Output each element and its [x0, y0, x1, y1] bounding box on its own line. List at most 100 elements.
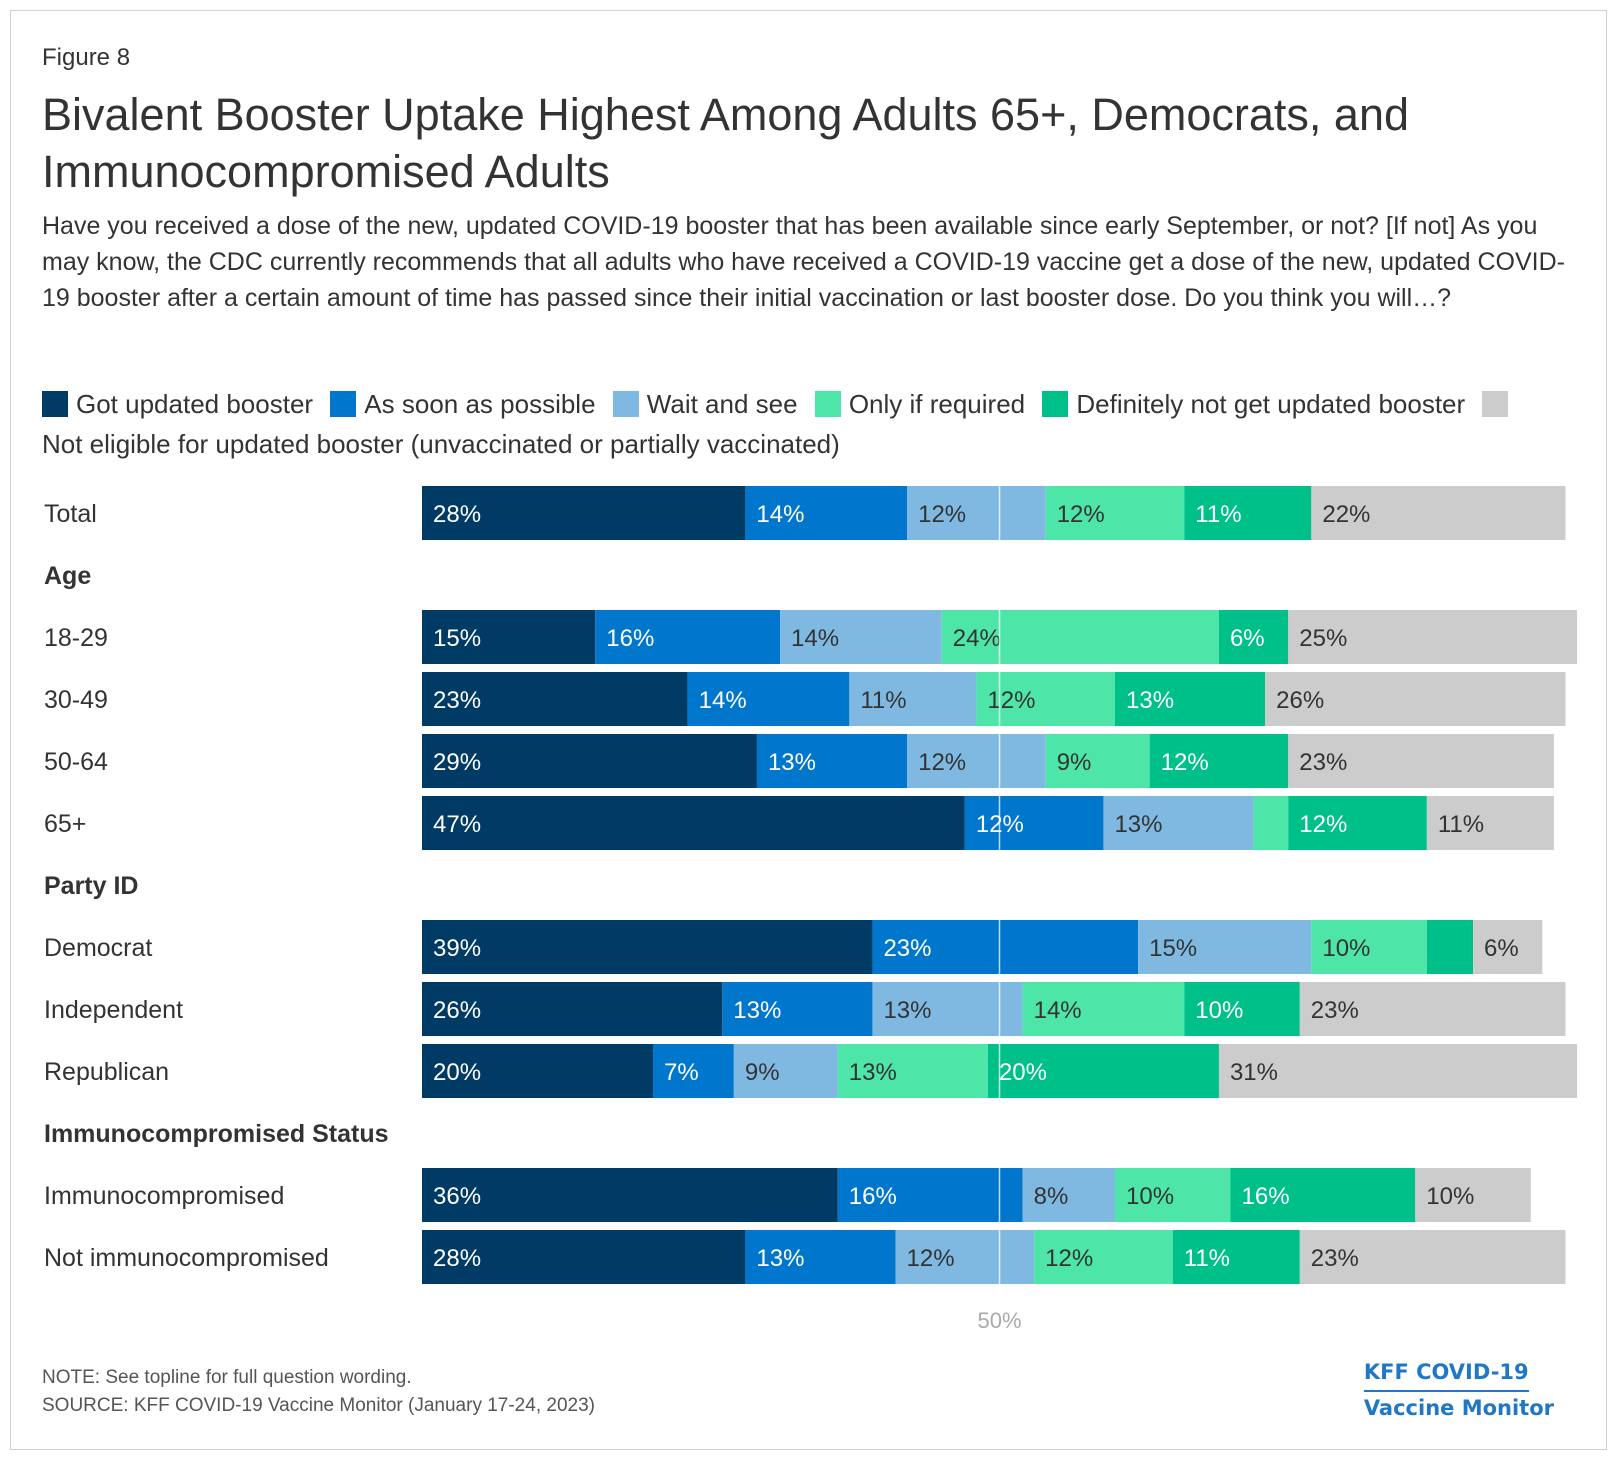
group-header: Party ID — [44, 872, 138, 900]
bar-segment — [1426, 796, 1554, 850]
bar-segment — [780, 610, 942, 664]
data-label: 31% — [1230, 1059, 1278, 1086]
legend-item-wait-and-see: Wait and see — [612, 389, 798, 419]
legend-label: Definitely not get updated booster — [1076, 389, 1466, 419]
bar-segment — [1288, 734, 1554, 788]
data-label: 13% — [849, 1059, 897, 1086]
bar-segment — [837, 1044, 988, 1098]
figure-label: Figure 8 — [42, 44, 131, 71]
data-label: 9% — [1057, 749, 1092, 776]
bar-segment — [687, 672, 850, 726]
row-label: 50-64 — [44, 748, 108, 776]
legend-swatch — [1482, 391, 1509, 417]
data-label: 23% — [883, 935, 931, 962]
bar-segment — [422, 486, 746, 540]
data-label: 26% — [433, 997, 481, 1024]
bar-segment — [987, 1044, 1219, 1098]
bar-segment — [1218, 610, 1289, 664]
bar-segment — [1172, 1230, 1300, 1284]
data-label: 8% — [1034, 1183, 1069, 1210]
bar-segment — [1288, 796, 1427, 850]
data-label: 39% — [433, 935, 481, 962]
data-label: 14% — [1034, 997, 1082, 1024]
legend-label: Got updated booster — [76, 389, 314, 419]
data-label: 11% — [1438, 811, 1484, 838]
data-label: 24% — [953, 625, 1001, 652]
bar-segment — [422, 672, 688, 726]
bar-segment — [1311, 920, 1427, 974]
note-text: NOTE: See topline for full question word… — [42, 1367, 412, 1388]
data-label: 15% — [1149, 935, 1197, 962]
bar-segment — [1230, 1168, 1416, 1222]
row-label: 18-29 — [44, 624, 108, 652]
bar-segment — [1045, 486, 1185, 540]
data-label: 12% — [1045, 1245, 1093, 1272]
bar-segment — [872, 920, 1139, 974]
bar-segment — [422, 1230, 746, 1284]
data-label: 29% — [433, 749, 481, 776]
data-label: 13% — [733, 997, 781, 1024]
bar-segment — [849, 672, 977, 726]
legend-swatch — [42, 391, 68, 417]
data-label: 28% — [433, 1245, 481, 1272]
data-label: 11% — [1184, 1245, 1230, 1272]
data-label: 23% — [1299, 749, 1347, 776]
data-label: 10% — [1126, 1183, 1174, 1210]
bar-segment — [422, 1044, 653, 1098]
data-label: 12% — [1057, 501, 1105, 528]
bar-segment — [1426, 920, 1474, 974]
bar-segment — [1299, 982, 1566, 1036]
group-header: Immunocompromised Status — [44, 1120, 389, 1148]
group-header: Age — [44, 562, 91, 590]
data-label: 12% — [1161, 749, 1209, 776]
data-label: 12% — [907, 1245, 955, 1272]
bar-segment — [745, 486, 908, 540]
bar-segment — [722, 982, 873, 1036]
row-label: Independent — [44, 996, 183, 1024]
legend-label: Not eligible for updated booster (unvacc… — [42, 429, 840, 459]
data-label: 14% — [756, 501, 804, 528]
data-label: 15% — [433, 625, 481, 652]
data-label: 10% — [1426, 1183, 1474, 1210]
bar-segment — [1265, 672, 1566, 726]
legend-item-only-if-required: Only if required — [814, 389, 1025, 419]
bar-segment — [1103, 796, 1254, 850]
data-label: 10% — [1195, 997, 1243, 1024]
data-label: 36% — [433, 1183, 481, 1210]
legend-item-got-booster: Got updated booster — [42, 389, 313, 419]
bar-segment — [595, 610, 781, 664]
bar-segment — [1115, 1168, 1231, 1222]
data-label: 7% — [664, 1059, 699, 1086]
legend-item-definitely-not: Definitely not get updated booster — [1042, 389, 1465, 419]
legend-label: As soon as possible — [364, 389, 596, 419]
data-label: 6% — [1230, 625, 1265, 652]
bar-segment — [1184, 486, 1312, 540]
data-label: 10% — [1322, 935, 1370, 962]
bar-segment — [1034, 1230, 1173, 1284]
bar-segment — [1138, 920, 1312, 974]
bar-segment — [1299, 1230, 1566, 1284]
data-label: 23% — [1311, 997, 1359, 1024]
bar-segment — [1022, 1168, 1115, 1222]
row-label: 65+ — [44, 810, 86, 838]
bar-segment — [837, 1168, 1023, 1222]
data-label: 16% — [1242, 1183, 1290, 1210]
kff-logo: KFF COVID-19 Vaccine Monitor — [1363, 1356, 1554, 1424]
footnotes: NOTE: See topline for full question word… — [42, 1364, 595, 1420]
bar-segment — [733, 1044, 838, 1098]
data-label: 16% — [606, 625, 654, 652]
row-label: Immunocompromised — [44, 1182, 284, 1210]
legend-swatch — [1042, 391, 1069, 417]
bar-segment — [1218, 1044, 1577, 1098]
bar-segment — [1288, 610, 1577, 664]
row-label: Republican — [44, 1058, 169, 1086]
data-label: 14% — [699, 687, 747, 714]
data-label: 14% — [791, 625, 839, 652]
bar-segment — [964, 796, 1104, 850]
data-label: 23% — [433, 687, 481, 714]
logo-line-2: Vaccine Monitor — [1363, 1396, 1554, 1420]
data-label: 25% — [1299, 625, 1347, 652]
data-label: 13% — [883, 997, 931, 1024]
data-label: 12% — [987, 687, 1035, 714]
